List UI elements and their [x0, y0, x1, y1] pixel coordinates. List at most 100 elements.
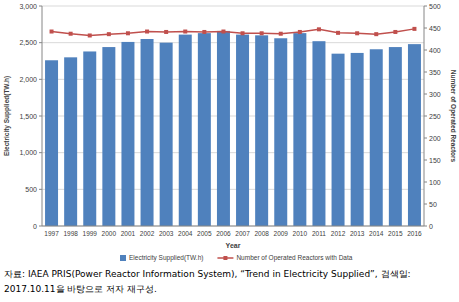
y2-axis-label: Number of Operated Reactors — [449, 70, 457, 163]
grid-line — [42, 79, 424, 80]
x-tick-label: 2006 — [216, 230, 231, 237]
y-tick-label: 3,000 — [19, 3, 37, 10]
marker — [298, 30, 302, 34]
x-tick-label: 1997 — [44, 230, 59, 237]
x-tick-label: 1999 — [83, 230, 98, 237]
marker — [107, 32, 111, 36]
x-tick-label: 1998 — [63, 230, 78, 237]
grid-line — [42, 6, 424, 7]
y-tick-label: 2,500 — [19, 39, 37, 46]
bar — [312, 41, 325, 226]
y2-tick-label: 250 — [429, 113, 441, 120]
y-tick-label: 2,000 — [19, 76, 37, 83]
x-tick-label: 2014 — [369, 230, 384, 237]
legend-label: Number of Operated Reactors with Data — [236, 254, 352, 262]
source-note: 2017.10.11을 바탕으로 저자 재구성. — [4, 284, 157, 294]
marker — [317, 27, 321, 31]
bar — [389, 47, 402, 226]
marker — [221, 30, 225, 34]
bar — [293, 33, 306, 226]
y2-tick-label: 0 — [429, 223, 433, 230]
y-axis — [42, 6, 43, 226]
x-tick-label: 2001 — [121, 230, 136, 237]
bar — [274, 38, 287, 226]
bar — [45, 60, 58, 226]
y-tick-label: 500 — [25, 186, 37, 193]
marker — [50, 30, 54, 34]
y2-tick-label: 200 — [429, 135, 441, 142]
x-tick-label: 2010 — [293, 230, 308, 237]
bar — [332, 54, 345, 226]
x-tick-label: 2013 — [350, 230, 365, 237]
x-tick-label: 2003 — [159, 230, 174, 237]
bar — [121, 42, 134, 226]
x-axis — [42, 226, 424, 227]
bar — [83, 51, 96, 226]
legend-label: Electricity Supplied(TW.h) — [129, 254, 203, 262]
y2-tick-label: 350 — [429, 69, 441, 76]
y-tick-label: 0 — [33, 223, 37, 230]
y2-tick-label: 150 — [429, 157, 441, 164]
marker — [355, 31, 359, 35]
source-note: 자료: IAEA PRIS(Power Reactor Information … — [4, 269, 411, 279]
chart: 0 500 1,000 1,500 2,000 2,500 3,000 0 50 100 150 20… — [0, 0, 459, 302]
bar — [408, 44, 421, 226]
marker — [202, 30, 206, 34]
y2-tick-label: 100 — [429, 179, 441, 186]
marker — [126, 31, 130, 35]
bar — [141, 39, 154, 226]
y2-axis — [424, 6, 425, 226]
marker — [164, 30, 168, 34]
x-tick-label: 2015 — [388, 230, 403, 237]
bar — [160, 43, 173, 226]
bar — [236, 35, 249, 226]
y2-tick-label: 50 — [429, 201, 437, 208]
y2-tick-label: 500 — [429, 3, 441, 10]
x-tick-label: 2007 — [235, 230, 250, 237]
y-tick-label: 1,500 — [19, 113, 37, 120]
marker — [88, 33, 92, 37]
marker — [145, 30, 149, 34]
x-tick-label: 2012 — [331, 230, 346, 237]
grid-line — [42, 226, 424, 227]
x-tick-label: 2016 — [407, 230, 422, 237]
y2-tick-label: 400 — [429, 47, 441, 54]
x-tick-label: 2011 — [312, 230, 326, 237]
plot-area — [45, 27, 421, 226]
chart-container: 0 500 1,000 1,500 2,000 2,500 3,000 0 50 100 150 20… — [0, 0, 459, 302]
marker — [279, 32, 283, 36]
bar — [255, 35, 268, 226]
y-axis-label: Electricity Supplied(TW.h) — [3, 76, 11, 156]
marker — [374, 32, 378, 36]
bar — [217, 31, 230, 226]
bar — [198, 33, 211, 226]
y2-tick-label: 300 — [429, 91, 441, 98]
y-tick-label: 1,000 — [19, 149, 37, 156]
marker — [241, 31, 245, 35]
x-tick-label: 2009 — [274, 230, 289, 237]
grid-line — [42, 116, 424, 117]
grid-line — [42, 189, 424, 190]
marker — [336, 31, 340, 35]
bar — [370, 49, 383, 226]
y2-tick-label: 450 — [429, 25, 441, 32]
bar — [179, 35, 192, 226]
bar — [351, 53, 364, 226]
legend-marker — [223, 256, 227, 260]
marker — [393, 30, 397, 34]
x-tick-label: 2004 — [178, 230, 193, 237]
x-tick-label: 2002 — [140, 230, 155, 237]
legend-swatch — [120, 255, 126, 261]
line — [52, 29, 415, 36]
x-tick-label: 2005 — [197, 230, 212, 237]
x-axis-label: Year — [226, 242, 241, 249]
x-tick-label: 2008 — [254, 230, 269, 237]
marker — [183, 30, 187, 34]
marker — [69, 32, 73, 36]
x-tick-label: 2000 — [102, 230, 117, 237]
marker — [260, 31, 264, 35]
grid-line — [42, 152, 424, 153]
bar — [102, 47, 115, 226]
legend: Electricity Supplied(TW.h) Number of Oper… — [120, 254, 353, 262]
marker — [412, 27, 416, 31]
